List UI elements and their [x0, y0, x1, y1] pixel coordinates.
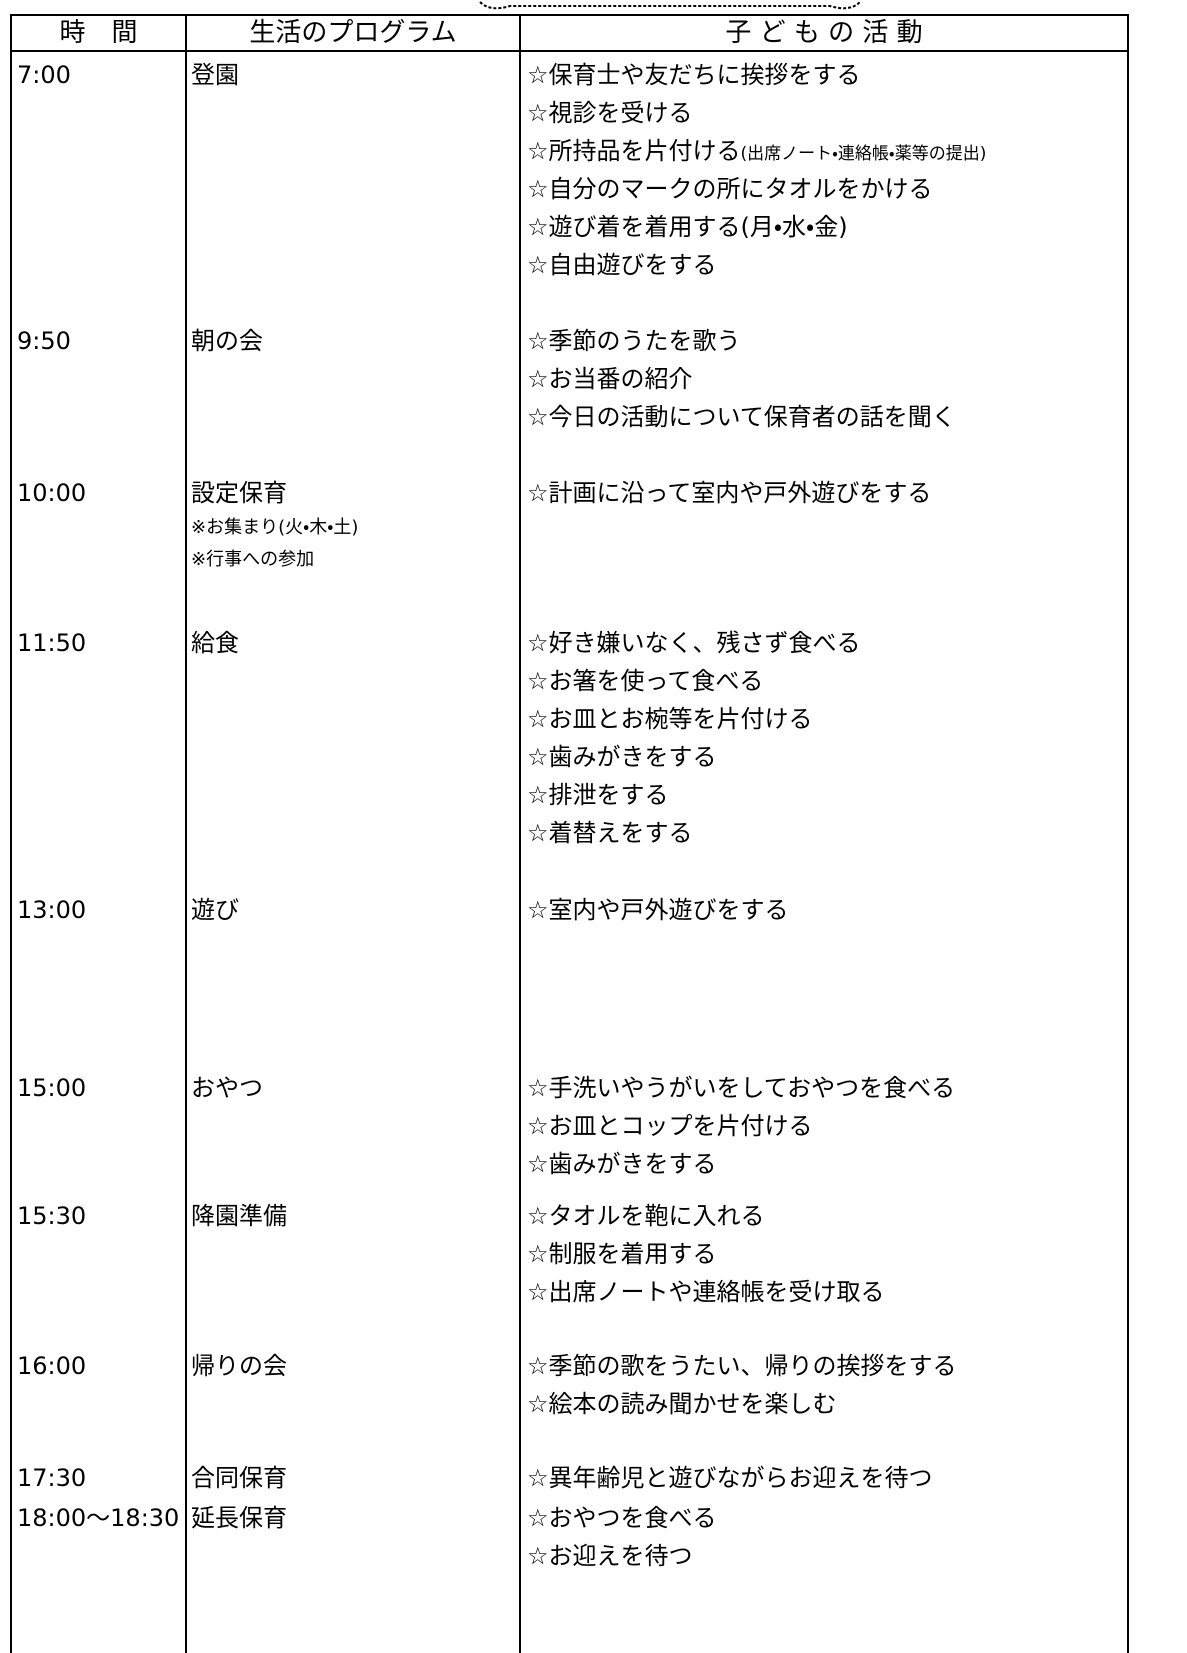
activity: ☆お当番の紹介 [527, 365, 693, 393]
table-border [1127, 14, 1129, 1653]
activity: ☆異年齢児と遊びながらお迎えを待つ [527, 1464, 933, 1492]
activity: ☆計画に沿って室内や戸外遊びをする [527, 479, 932, 507]
program: おやつ [191, 1074, 263, 1102]
activity: ☆季節の歌をうたい、帰りの挨拶をする [527, 1352, 957, 1380]
activity: ☆自由遊びをする [527, 251, 717, 279]
activity: ☆遊び着を着用する(月・水・金) [527, 213, 848, 241]
header-cell: 時 間 [59, 18, 138, 48]
activity: ☆お皿とお椀等を片付ける [527, 705, 813, 733]
activity: ☆視診を受ける [527, 99, 693, 127]
activity: ☆手洗いやうがいをしておやつを食べる [527, 1074, 956, 1102]
activity: ☆季節のうたを歌う [527, 327, 741, 355]
table-border [10, 14, 12, 1653]
activity: ☆着替えをする [527, 819, 693, 847]
decoration [479, 1, 861, 10]
program-note: ※行事への参加 [191, 549, 315, 570]
program: 降園準備 [191, 1202, 287, 1230]
activity: ☆出席ノートや連絡帳を受け取る [527, 1278, 885, 1306]
program: 遊び [191, 896, 239, 924]
activity: ☆タオルを鞄に入れる [527, 1202, 765, 1230]
activity-text: ☆所持品を片付ける [527, 137, 741, 165]
activity: ☆所持品を片付ける(出席ノート・連絡帳・薬等の提出) [527, 132, 986, 173]
activity: ☆好き嫌いなく、残さず食べる [527, 629, 861, 657]
header-cell: 生活のプログラム [249, 18, 457, 48]
program: 登園 [191, 61, 239, 89]
time: 10:00 [17, 479, 87, 507]
time: 18:00～18:30 [17, 1504, 180, 1532]
time: 17:30 [17, 1464, 87, 1492]
time: 9:50 [17, 327, 71, 355]
activity: ☆歯みがきをする [527, 1150, 717, 1178]
time: 11:50 [17, 629, 87, 657]
program: 給食 [191, 629, 239, 657]
program-note: ※お集まり(火・木・土) [191, 517, 359, 538]
activity: ☆制服を着用する [527, 1240, 717, 1268]
activity: ☆保育士や友だちに挨拶をする [527, 61, 861, 89]
column-rule [519, 14, 521, 1653]
time: 15:30 [17, 1202, 87, 1230]
header-rule [10, 50, 1128, 52]
program: 合同保育 [191, 1464, 287, 1492]
program: 朝の会 [191, 327, 263, 355]
activity: ☆絵本の読み聞かせを楽しむ [527, 1390, 837, 1418]
program: 延長保育 [191, 1504, 287, 1532]
time: 13:00 [17, 896, 87, 924]
table-border [10, 14, 1128, 16]
activity: ☆おやつを食べる [527, 1504, 717, 1532]
activity: ☆室内や戸外遊びをする [527, 896, 789, 924]
activity: ☆自分のマークの所にタオルをかける [527, 175, 933, 203]
activity: ☆お迎えを待つ [527, 1542, 693, 1570]
time: 16:00 [17, 1352, 87, 1380]
program: 帰りの会 [191, 1352, 287, 1380]
activity: ☆今日の活動について保育者の話を聞く [527, 403, 956, 431]
time: 15:00 [17, 1074, 87, 1102]
activity: ☆お箸を使って食べる [527, 667, 764, 695]
activity: ☆お皿とコップを片付ける [527, 1112, 813, 1140]
header-cell: 子 ど も の 活 動 [725, 18, 923, 48]
time: 7:00 [17, 61, 71, 89]
activity-note: (出席ノート・連絡帳・薬等の提出) [740, 144, 987, 164]
activity: ☆歯みがきをする [527, 743, 717, 771]
activity: ☆排泄をする [527, 781, 669, 809]
column-rule [185, 14, 187, 1653]
program: 設定保育 [191, 479, 287, 507]
